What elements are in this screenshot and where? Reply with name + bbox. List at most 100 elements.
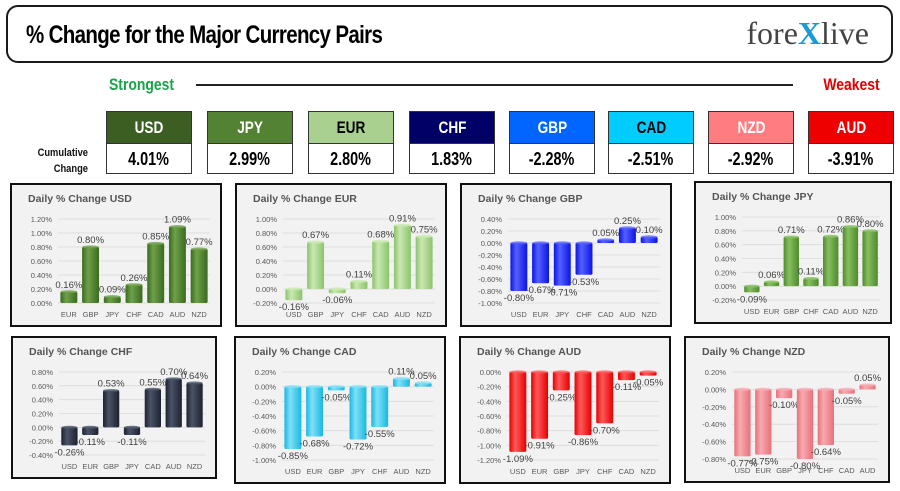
y-tick-label: 0.00% [705, 385, 727, 394]
y-tick-label: -1.00% [478, 299, 502, 308]
x-category-label: CHF [803, 307, 819, 316]
x-category-label: USD [744, 307, 760, 316]
x-category-label: GBP [553, 467, 569, 476]
x-category-label: AUD [620, 310, 636, 319]
tile-currency: USD [107, 112, 191, 144]
bar [103, 296, 121, 303]
x-category-label: EUR [82, 462, 98, 471]
data-label: -0.72% [343, 441, 374, 452]
data-label: -0.05% [633, 378, 664, 389]
y-tick-label: 0.60% [31, 257, 53, 266]
data-label: -0.71% [547, 288, 578, 299]
bar [755, 389, 772, 455]
tile-value: 1.83% [410, 144, 494, 174]
y-tick-label: -0.20% [478, 251, 502, 260]
y-tick-label: 0.00% [255, 383, 277, 392]
bar [392, 378, 410, 387]
x-category-label: NZD [416, 310, 432, 319]
y-tick-label: 0.20% [256, 271, 278, 280]
y-tick-label: 0.60% [32, 382, 54, 391]
y-tick-label: 1.20% [31, 215, 53, 224]
tile-currency-label: EUR [336, 117, 366, 137]
strongest-label: Strongest [109, 75, 175, 94]
y-tick-label: 0.20% [715, 268, 737, 277]
tile-currency: CHF [410, 112, 494, 144]
x-category-label: EUR [764, 307, 780, 316]
y-tick-label: -0.80% [477, 427, 501, 436]
data-label: 0.80% [77, 235, 104, 246]
x-category-label: CHF [597, 467, 613, 476]
x-category-label: USD [62, 462, 78, 471]
chart-title: Daily % Change USD [28, 193, 132, 205]
tile-gbp: GBP -2.28% [509, 111, 595, 174]
y-tick-label: 0.40% [32, 396, 54, 405]
tile-value-label: -2.28% [529, 148, 575, 169]
tile-value: 2.80% [309, 144, 393, 174]
tile-eur: EUR 2.80% [308, 111, 394, 174]
y-tick-label: -0.80% [478, 287, 502, 296]
x-category-label: USD [286, 310, 302, 319]
logo-text-right: live [821, 15, 869, 51]
chart-title: Daily % Change CAD [252, 346, 357, 358]
y-tick-label: 0.80% [32, 368, 54, 377]
x-category-label: AUD [394, 467, 410, 476]
x-category-label: EUR [61, 310, 77, 319]
tile-value-label: -2.51% [628, 148, 674, 169]
tile-currency: AUD [809, 112, 893, 144]
cumulative-label-line2: Change [53, 163, 88, 175]
data-label: 0.55% [139, 377, 166, 388]
tile-currency-label: JPY [237, 117, 263, 137]
y-tick-label: 1.00% [715, 213, 737, 222]
x-category-label: AUD [170, 310, 186, 319]
data-label: -0.10% [769, 400, 800, 411]
y-tick-label: -0.20% [702, 403, 726, 412]
cumulative-change-label: Cumulative Change [37, 145, 88, 177]
x-category-label: JPY [351, 467, 365, 476]
data-label: -0.11% [117, 437, 147, 448]
bar [553, 243, 571, 286]
tile-currency-label: AUD [836, 117, 866, 137]
bar [371, 386, 389, 427]
tile-value-label: -3.91% [828, 148, 874, 169]
chart-title: Daily % Change AUD [477, 346, 581, 358]
x-category-label: AUD [166, 462, 182, 471]
bar [285, 289, 303, 301]
x-category-label: GBP [328, 467, 344, 476]
x-category-label: CAD [839, 466, 855, 475]
tile-value: -3.91% [809, 144, 893, 174]
y-tick-label: 0.20% [481, 227, 503, 236]
data-label: -0.85% [278, 451, 309, 462]
bar [509, 372, 527, 452]
ranking-line [196, 84, 793, 86]
y-tick-label: -0.20% [252, 397, 276, 406]
tile-cad: CAD -2.51% [608, 111, 694, 174]
x-category-label: JPY [555, 310, 569, 319]
x-category-label: CHF [818, 466, 834, 475]
bar [103, 390, 120, 428]
x-category-label: JPY [330, 310, 344, 319]
chart-panel-cad: Daily % Change CAD -1.00% -0.80% -0.60% -0.4… [234, 336, 446, 484]
y-tick-label: -0.80% [702, 455, 726, 464]
bar [349, 386, 367, 440]
tile-value: 2.99% [208, 144, 292, 174]
bar [796, 389, 814, 459]
bar [350, 281, 368, 289]
bar [532, 243, 550, 284]
y-tick-label: 1.00% [256, 215, 278, 224]
y-tick-label: 0.00% [256, 285, 278, 294]
y-tick-label: -0.60% [477, 412, 501, 421]
data-label: -0.75% [748, 457, 779, 468]
data-label: -0.05% [832, 396, 863, 407]
x-category-label: CAD [619, 467, 635, 476]
bar [640, 237, 658, 243]
x-category-label: USD [510, 467, 526, 476]
chart-title: Daily % Change CHF [29, 346, 133, 358]
data-label: 0.85% [142, 232, 169, 243]
data-label: -0.80% [790, 461, 821, 472]
bar [168, 226, 186, 303]
y-tick-label: -1.20% [477, 456, 501, 465]
y-tick-label: 0.00% [480, 368, 502, 377]
data-label: -0.77% [727, 458, 758, 469]
bar [862, 230, 878, 287]
tile-usd: USD 4.01% [106, 111, 192, 174]
